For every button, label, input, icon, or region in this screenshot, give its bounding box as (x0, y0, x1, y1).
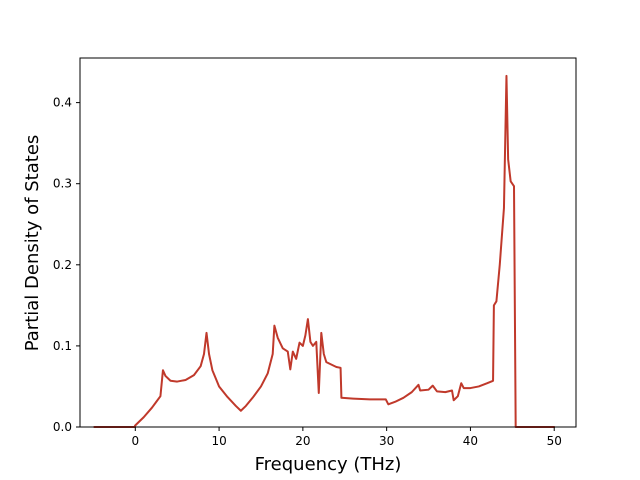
y-axis-label: Partial Density of States (22, 135, 43, 352)
y-axis-ticks: 0.0 0.1 0.2 0.3 0.4 (53, 96, 80, 434)
x-tick-label: 10 (211, 434, 226, 448)
x-tick-label: 20 (295, 434, 310, 448)
series-line-0 (93, 74, 556, 428)
plot-area (79, 57, 577, 428)
x-axis-ticks: 0 10 20 30 40 50 (131, 427, 562, 448)
y-tick-label: 0.0 (53, 420, 72, 434)
axes-frame (79, 57, 577, 428)
y-tick-label: 0.4 (53, 96, 72, 110)
y-tick-label: 0.2 (53, 258, 72, 272)
x-tick-label: 50 (547, 434, 562, 448)
x-tick-label: 0 (131, 434, 139, 448)
x-tick-label: 30 (379, 434, 394, 448)
x-axis-label: Frequency (THz) (255, 454, 402, 475)
y-tick-label: 0.3 (53, 177, 72, 191)
y-tick-label: 0.1 (53, 339, 72, 353)
x-tick-label: 40 (463, 434, 478, 448)
